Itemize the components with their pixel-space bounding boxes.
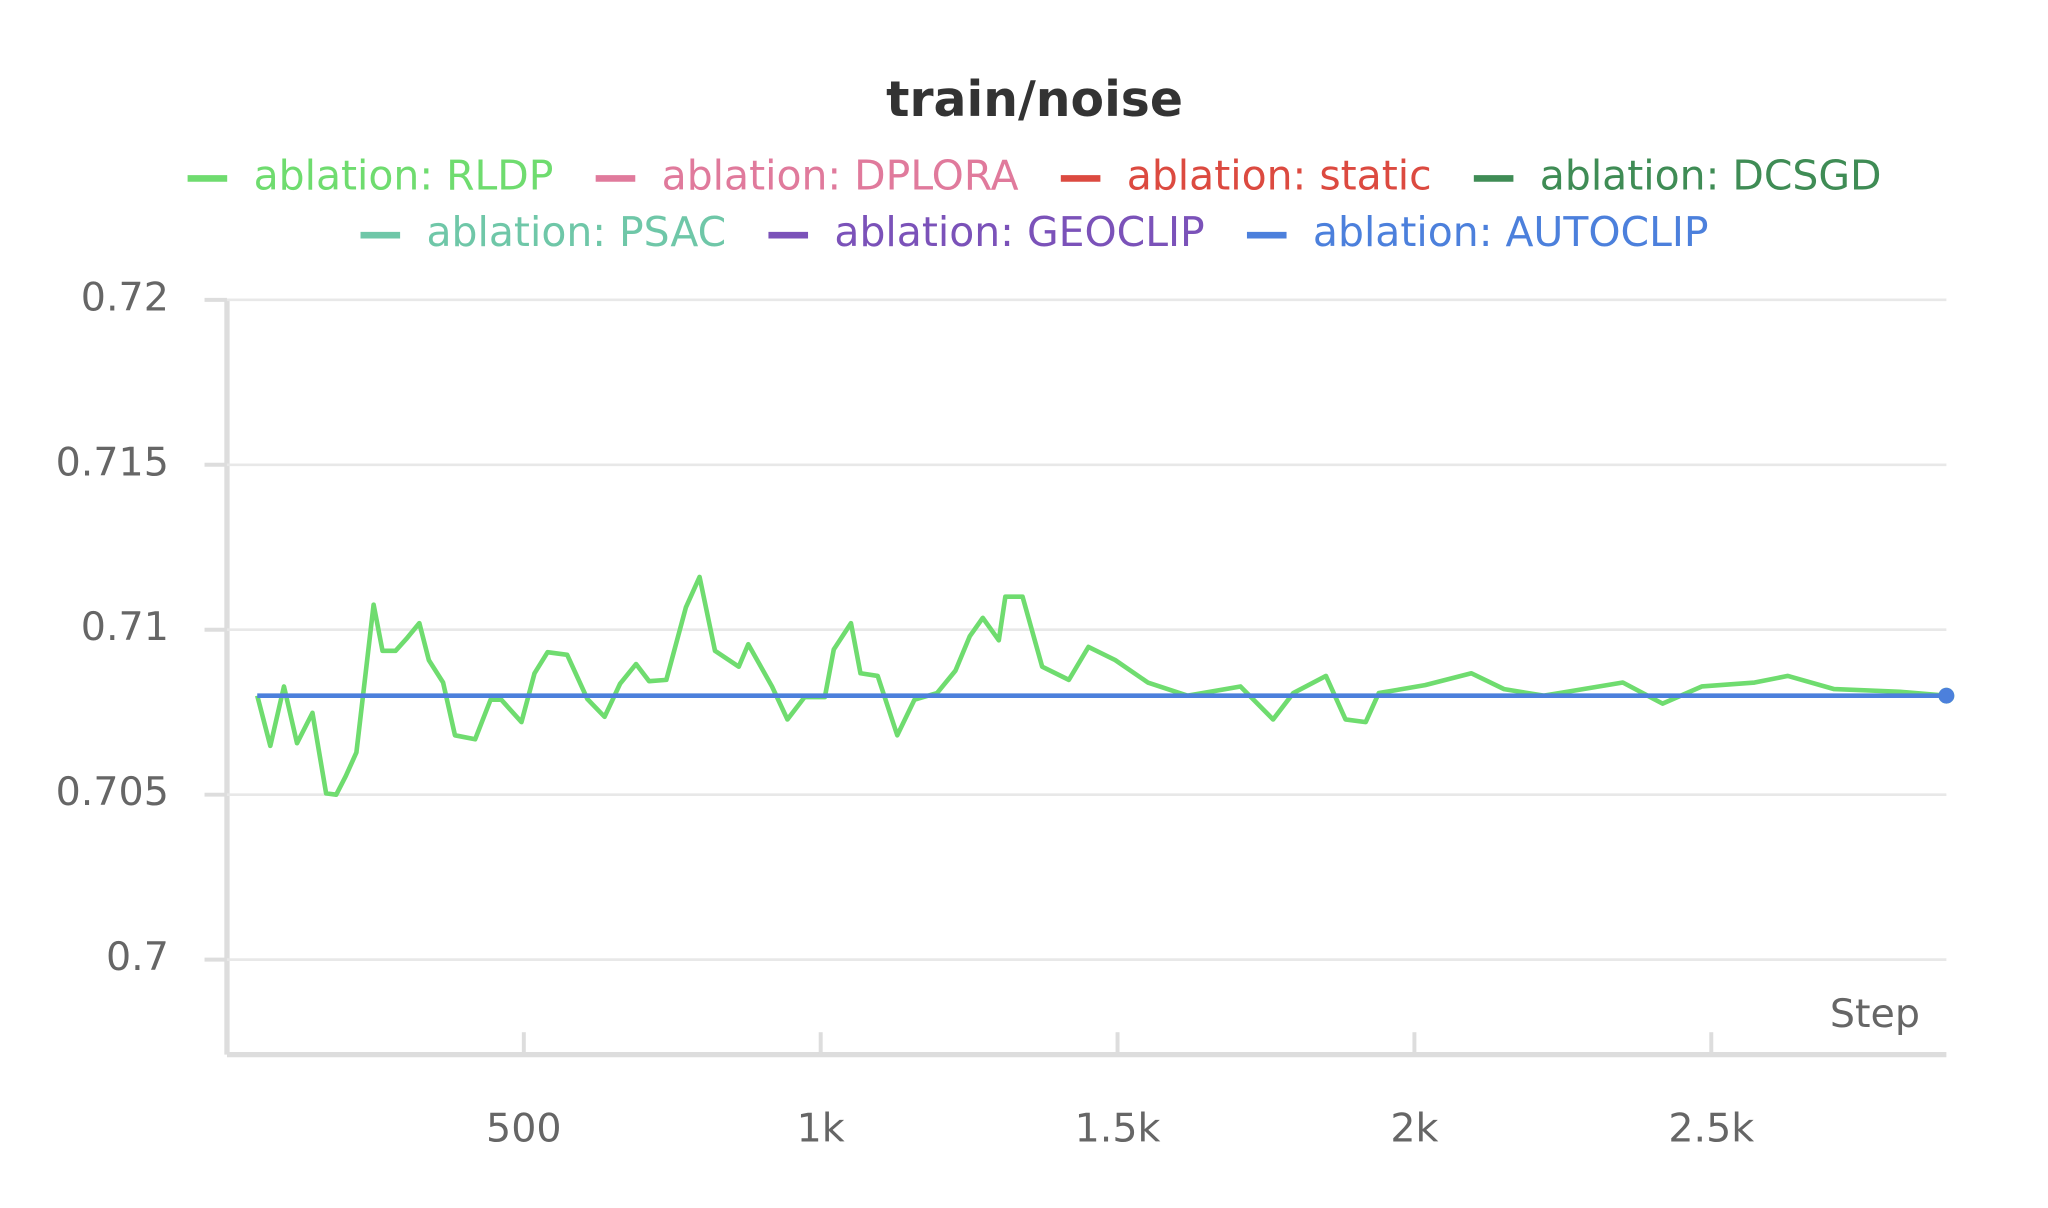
legend-label: ablation: DPLORA <box>662 151 1019 199</box>
legend-row: ablation: RLDP ablation: DPLORA ablation: … <box>187 151 1882 199</box>
y-tick-label: 0.7 <box>106 934 169 980</box>
end-point <box>1938 687 1955 704</box>
series-line <box>255 574 1947 797</box>
y-tick-label: 0.705 <box>56 769 169 815</box>
legend-label: ablation: static <box>1127 151 1432 199</box>
legend-label: ablation: DCSGD <box>1540 151 1882 199</box>
legend-label: ablation: GEOCLIP <box>834 208 1204 256</box>
y-tick-label: 0.715 <box>56 439 169 485</box>
legend-label: ablation: RLDP <box>254 151 554 199</box>
legend-label: ablation: PSAC <box>427 208 727 256</box>
x-axis-label: Step <box>1830 991 1920 1037</box>
x-tick-label: 2k <box>1390 1106 1438 1152</box>
legend-label: ablation: AUTOCLIP <box>1313 208 1709 256</box>
y-tick-label: 0.72 <box>81 274 169 320</box>
legend-row: ablation: PSAC ablation: GEOCLIP ablation:… <box>360 208 1709 256</box>
x-tick-label: 1.5k <box>1075 1106 1161 1152</box>
x-tick-label: 500 <box>486 1106 562 1152</box>
x-tick-label: 2.5k <box>1668 1106 1754 1152</box>
chart-title: train/noise <box>886 71 1183 128</box>
x-tick-label: 1k <box>797 1106 845 1152</box>
y-tick-label: 0.71 <box>81 604 169 650</box>
